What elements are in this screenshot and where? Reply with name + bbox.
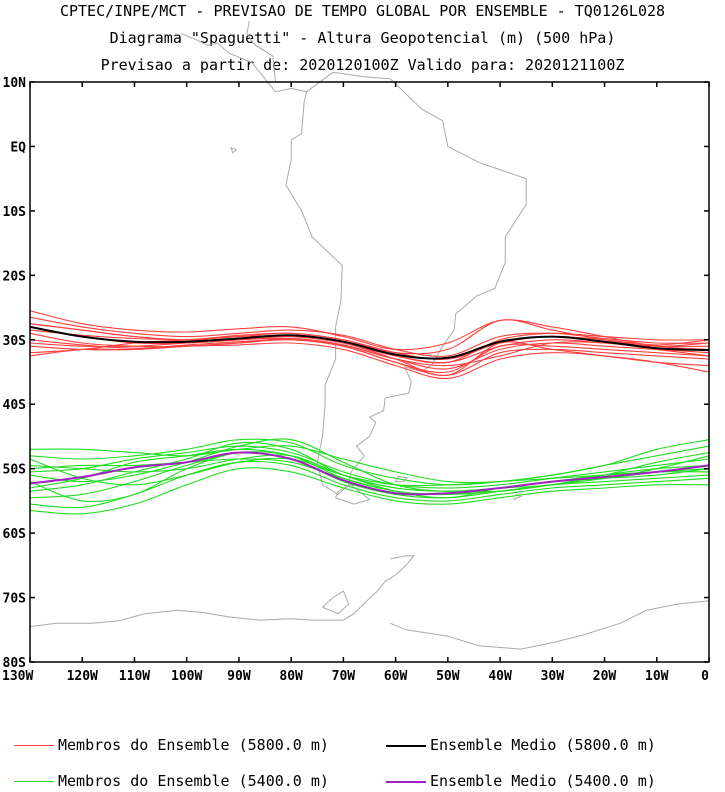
legend-swatch-mean-5400 [386, 780, 426, 783]
y-tick-label: 10N [3, 76, 27, 91]
y-tick-label: 70S [3, 592, 27, 607]
y-tick-label: 10S [3, 205, 27, 220]
x-tick-label: 40W [488, 669, 512, 684]
legend-swatch-mean-5800 [386, 744, 426, 747]
member-line-5400 [29, 438, 710, 486]
x-tick-label: 90W [227, 669, 251, 684]
legend-item-members-5400: Membros do Ensemble (5400.0 m) [14, 772, 329, 790]
member-line-5400 [29, 441, 710, 493]
legend-swatch-members-5800 [14, 745, 54, 746]
x-tick-label: 130W [2, 669, 33, 684]
y-tick-label: 40S [3, 398, 27, 413]
series-layer [29, 310, 710, 515]
x-tick-label: 20W [593, 669, 617, 684]
legend-item-mean-5800: Ensemble Medio (5800.0 m) [386, 736, 656, 754]
y-tick-label: 80S [3, 656, 27, 671]
member-line-5400 [29, 457, 710, 487]
chart-header-line-1: CPTEC/INPE/MCT - PREVISAO DE TEMPO GLOBA… [59, 2, 666, 20]
member-line-5800 [29, 342, 710, 379]
x-tick-label: 80W [279, 669, 303, 684]
coastline-map [29, 20, 710, 650]
legend-label-mean-5800: Ensemble Medio (5800.0 m) [430, 736, 656, 754]
member-line-5800 [29, 316, 710, 357]
central-america-coast [181, 33, 307, 93]
galapagos-islands [230, 146, 238, 154]
member-line-5800 [29, 319, 710, 355]
x-tick-label: 30W [541, 669, 565, 684]
y-tick-label: 50S [3, 463, 27, 478]
antarctic-peninsula-coast [29, 555, 415, 628]
x-tick-label: 10W [645, 669, 669, 684]
member-line-5400 [29, 445, 710, 489]
member-line-5800 [29, 337, 710, 367]
alexander-island [321, 590, 350, 615]
x-tick-label: 50W [436, 669, 460, 684]
mean-line-5400 [29, 451, 710, 496]
tierra-del-fuego [334, 484, 371, 505]
caribbean-coast [246, 20, 276, 83]
weddell-sea-coast [390, 600, 710, 650]
x-tick-label: 110W [119, 669, 150, 684]
legend-label-mean-5400: Ensemble Medio (5400.0 m) [430, 772, 656, 790]
x-tick-label: 100W [171, 669, 202, 684]
member-line-5800 [29, 310, 710, 351]
member-line-5400 [29, 451, 710, 499]
x-tick-label: 60W [384, 669, 408, 684]
y-tick-label: EQ [10, 140, 26, 155]
legend-label-members-5800: Membros do Ensemble (5800.0 m) [58, 736, 329, 754]
x-tick-label: 120W [67, 669, 98, 684]
y-tick-label: 20S [3, 269, 27, 284]
legend-label-members-5400: Membros do Ensemble (5400.0 m) [58, 772, 329, 790]
legend-item-members-5800: Membros do Ensemble (5800.0 m) [14, 736, 329, 754]
forecast-validity-line: Previsao a partir de: 2020120100Z Valido… [100, 56, 625, 74]
legend-swatch-members-5400 [14, 781, 54, 782]
mean-line-5800 [29, 325, 710, 360]
chart-title: Diagrama "Spaguetti" - Altura Geopotenci… [109, 29, 616, 47]
legend-item-mean-5400: Ensemble Medio (5400.0 m) [386, 772, 656, 790]
south-america-coast [285, 71, 527, 496]
member-line-5400 [29, 467, 710, 515]
y-tick-label: 30S [3, 334, 27, 349]
falkland-islands [394, 475, 409, 483]
y-tick-label: 60S [3, 527, 27, 542]
plot-frame [29, 81, 710, 663]
x-tick-label: 70W [332, 669, 356, 684]
x-tick-label: 0 [701, 669, 709, 684]
